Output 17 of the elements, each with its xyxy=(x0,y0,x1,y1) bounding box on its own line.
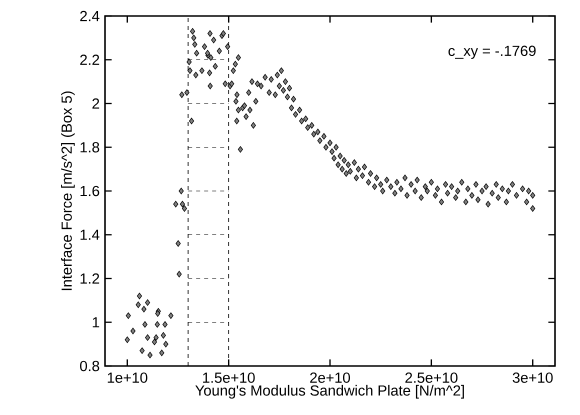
y-tick-label: 1.4 xyxy=(80,230,100,240)
x-tick-label: 2.5e+10 xyxy=(405,372,458,383)
y-axis-title: Interface Force [m/s^2] (Box 5) xyxy=(61,91,75,290)
y-tick-label: 1.6 xyxy=(80,186,100,196)
y-tick-label: 2.4 xyxy=(80,10,100,22)
x-tick-label: 1.5e+10 xyxy=(203,372,255,383)
y-tick-label: 2 xyxy=(92,98,100,109)
y-tick-label: 2.2 xyxy=(80,54,100,65)
x-tick-label: 1e+10 xyxy=(108,372,148,383)
y-tick-label: 1.8 xyxy=(80,142,100,152)
x-tick-label: 3e+10 xyxy=(512,372,553,383)
y-tick-label: 1 xyxy=(92,317,100,328)
x-tick-label: 2e+10 xyxy=(310,372,350,383)
x-axis-title: Young's Modulus Sandwich Plate [N/m^2] xyxy=(195,384,464,399)
y-tick-label: 1.2 xyxy=(80,273,100,284)
y-tick-label: 0.8 xyxy=(80,360,100,372)
annotation: c_xy = -.1769 xyxy=(448,46,536,59)
